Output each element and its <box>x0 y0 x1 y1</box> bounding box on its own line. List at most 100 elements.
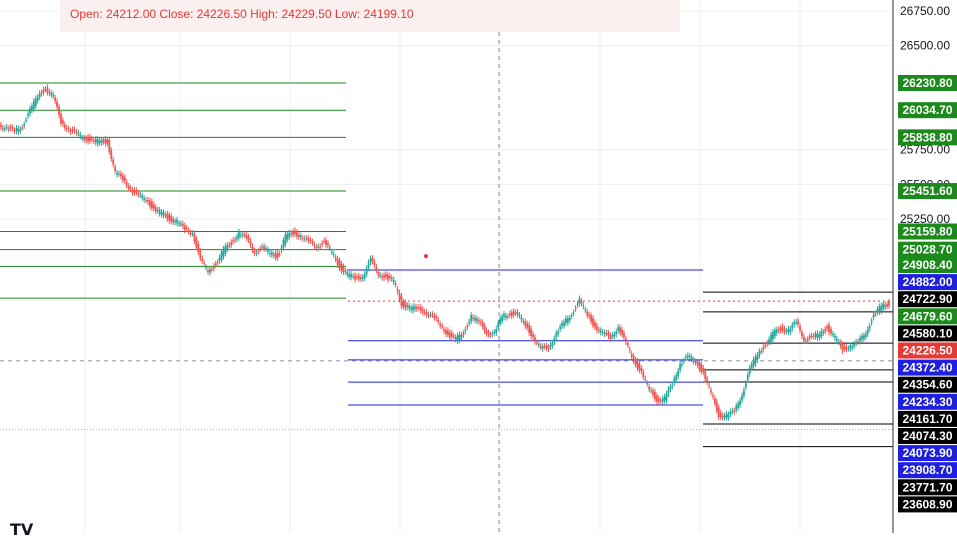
candle-body <box>96 139 99 144</box>
candle-body <box>5 126 8 128</box>
candle-body <box>613 334 616 337</box>
level-label-box <box>898 129 957 146</box>
candle-body <box>710 390 712 393</box>
candle-body <box>545 345 548 349</box>
candle-body <box>839 342 842 347</box>
candle-body <box>445 330 447 335</box>
candle-body <box>814 333 817 337</box>
candle-body <box>139 194 142 196</box>
candle-body <box>526 323 529 328</box>
candle-body <box>7 128 10 130</box>
candle-body <box>23 124 26 126</box>
candle-body <box>162 212 165 216</box>
candle-body <box>332 253 335 255</box>
candle-body <box>808 336 811 339</box>
candle-body <box>810 335 813 337</box>
candle-body <box>499 318 502 324</box>
candle-body <box>303 238 306 240</box>
level-label-box <box>898 257 957 273</box>
candle-body <box>684 357 687 359</box>
candle-body <box>369 258 372 263</box>
candle-body <box>52 94 55 96</box>
candle-body <box>340 263 343 271</box>
candle-body <box>383 275 385 279</box>
candle-body <box>149 200 151 207</box>
candle-body <box>495 328 498 334</box>
candle-body <box>675 375 678 380</box>
candle-body <box>729 411 732 415</box>
candle-body <box>700 364 703 372</box>
candle-body <box>772 331 774 340</box>
candle-body <box>145 199 147 201</box>
candle-body <box>447 330 449 335</box>
candle-body <box>443 329 445 332</box>
candle-body <box>594 322 596 328</box>
candle-body <box>160 212 163 215</box>
candle-body <box>32 101 35 109</box>
level-label-box <box>898 496 957 513</box>
candle-body <box>158 209 161 214</box>
candle-body <box>797 320 799 325</box>
candle-body <box>187 230 190 232</box>
candle-body <box>54 97 57 101</box>
candle-body <box>773 330 776 337</box>
candle-body <box>299 235 302 238</box>
candle-body <box>176 219 178 224</box>
candle-body <box>547 347 550 350</box>
candle-body <box>630 353 633 357</box>
candle-body <box>483 325 486 332</box>
level-label: 24882.00 <box>902 275 952 289</box>
candle-body <box>185 227 188 229</box>
candle-body <box>431 314 434 316</box>
candle-body <box>739 400 741 406</box>
candle-body <box>327 243 329 246</box>
candle-body <box>857 341 859 343</box>
candle-body <box>267 249 269 252</box>
candle-body <box>205 267 207 269</box>
candle-body <box>356 276 358 278</box>
candle-body <box>609 335 612 339</box>
candle-body <box>274 253 277 258</box>
candle-body <box>180 223 182 225</box>
candle-body <box>342 266 345 272</box>
level-label: 23771.70 <box>902 480 952 494</box>
candle-body <box>249 241 252 245</box>
candle-body <box>116 173 118 175</box>
event-marker <box>424 254 428 259</box>
candle-body <box>34 98 37 106</box>
candle-body <box>795 321 798 323</box>
price-tick-label: 25250.00 <box>900 212 950 226</box>
candle-body <box>245 235 248 239</box>
candle-body <box>874 313 877 315</box>
candle-body <box>876 309 879 313</box>
candle-body <box>731 410 734 412</box>
candle-body <box>460 334 463 338</box>
candle-body <box>663 396 666 401</box>
candle-body <box>868 326 871 329</box>
candle-body <box>120 173 122 177</box>
price-tick-label: 26750.00 <box>900 4 950 18</box>
level-label-box <box>898 376 957 393</box>
candle-body <box>884 305 887 308</box>
candle-body <box>131 190 134 193</box>
candle-body <box>754 356 757 365</box>
candle-body <box>849 345 852 349</box>
candle-body <box>189 232 192 234</box>
candle-body <box>696 361 699 365</box>
candle-body <box>704 371 707 380</box>
candle-body <box>2 127 4 129</box>
candle-body <box>450 333 453 337</box>
candle-body <box>791 324 794 329</box>
level-label-box <box>898 342 957 359</box>
candle-body <box>354 275 356 280</box>
candle-body <box>623 333 625 338</box>
candle-body <box>561 323 563 327</box>
candle-body <box>323 240 325 242</box>
candle-body <box>152 204 155 209</box>
candle-body <box>452 335 455 337</box>
candle-body <box>328 247 331 249</box>
candle-body <box>673 378 676 383</box>
candle-body <box>69 130 72 133</box>
candle-body <box>832 333 834 335</box>
